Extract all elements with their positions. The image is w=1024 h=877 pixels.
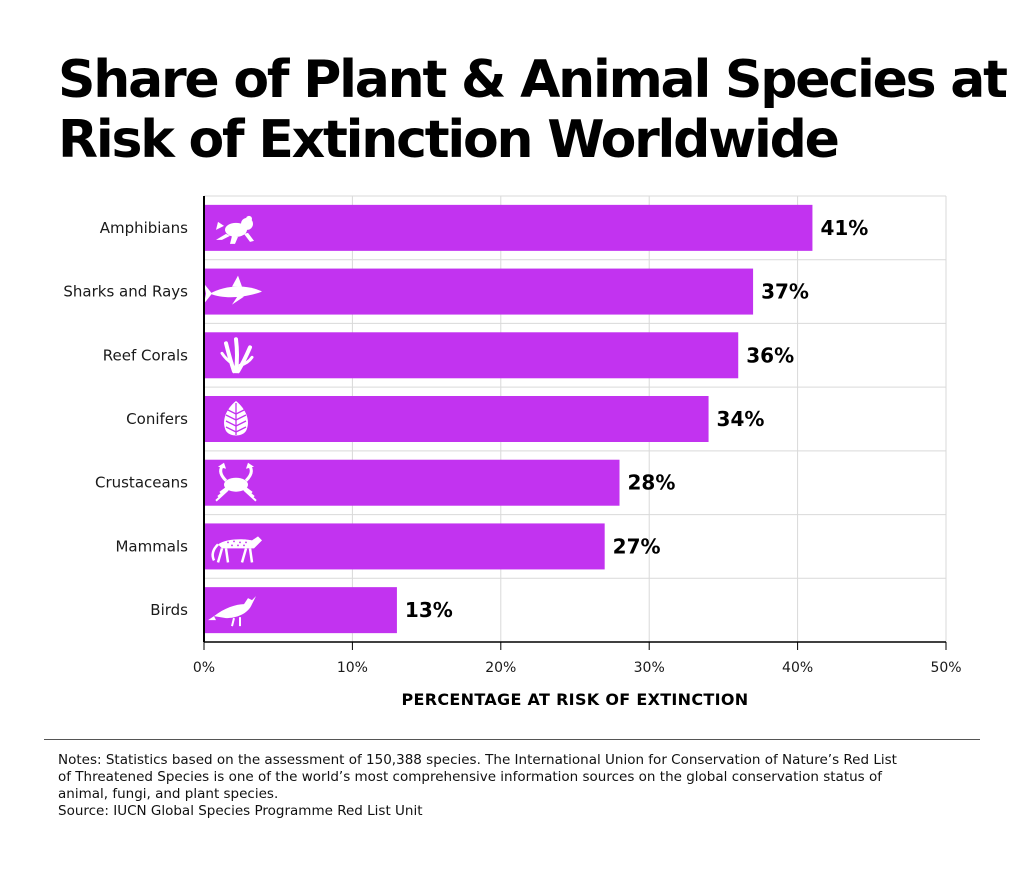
x-tick-label: 10% bbox=[337, 660, 368, 676]
chart-title-line-2: Risk of Extinction Worldwide bbox=[58, 110, 840, 170]
frog-icon bbox=[216, 215, 254, 244]
value-label: 37% bbox=[761, 280, 809, 304]
x-tick-label: 50% bbox=[930, 660, 961, 676]
value-label: 13% bbox=[405, 598, 453, 622]
notes-divider bbox=[44, 739, 980, 740]
bar bbox=[204, 268, 754, 315]
source-line: Source: IUCN Global Species Programme Re… bbox=[58, 803, 423, 819]
notes-line-1: Notes: Statistics based on the assessmen… bbox=[58, 752, 897, 768]
x-tick-label: 20% bbox=[485, 660, 516, 676]
pinecone-icon bbox=[224, 401, 248, 436]
notes-line-2: of Threatened Species is one of the worl… bbox=[58, 769, 883, 785]
category-label: Birds bbox=[150, 601, 188, 619]
value-label: 34% bbox=[717, 407, 765, 431]
x-tick-label: 30% bbox=[634, 660, 665, 676]
x-tick-label: 0% bbox=[193, 660, 215, 676]
axes: 0% 10% 20% 30% 40% 50% bbox=[193, 196, 962, 676]
bar bbox=[204, 332, 739, 379]
bird-icon bbox=[208, 596, 256, 627]
value-label: 27% bbox=[613, 534, 661, 558]
value-label: 28% bbox=[628, 471, 676, 495]
x-tick-label: 40% bbox=[782, 660, 813, 676]
coral-icon bbox=[220, 337, 254, 374]
cheetah-icon bbox=[211, 536, 262, 563]
category-label: Mammals bbox=[115, 537, 188, 555]
bar-chart: Amphibians 41% Sharks and Rays 37% Reef Cora… bbox=[63, 195, 962, 709]
bars: Amphibians 41% Sharks and Rays 37% Reef Cora… bbox=[63, 204, 868, 634]
category-label: Sharks and Rays bbox=[63, 283, 188, 301]
category-label: Amphibians bbox=[100, 219, 188, 237]
notes-block: Notes: Statistics based on the assessmen… bbox=[58, 752, 988, 820]
category-label: Crustaceans bbox=[95, 474, 188, 492]
bar bbox=[204, 459, 620, 506]
category-label: Conifers bbox=[126, 410, 188, 428]
shark-icon bbox=[204, 275, 262, 305]
grid-lines bbox=[204, 195, 947, 642]
category-label: Reef Corals bbox=[103, 346, 188, 364]
bar bbox=[204, 523, 605, 570]
bar bbox=[204, 396, 709, 442]
value-label: 41% bbox=[820, 216, 868, 240]
chart-title-line-1: Share of Plant & Animal Species at bbox=[58, 50, 1008, 110]
value-label: 36% bbox=[746, 343, 794, 367]
notes-line-3: animal, fungi, and plant species. bbox=[58, 786, 279, 802]
chart-title: Share of Plant & Animal Species at Risk … bbox=[58, 50, 1008, 170]
x-axis-title: PERCENTAGE AT RISK OF EXTINCTION bbox=[402, 690, 749, 709]
crab-icon bbox=[215, 462, 257, 502]
bar bbox=[204, 204, 813, 251]
